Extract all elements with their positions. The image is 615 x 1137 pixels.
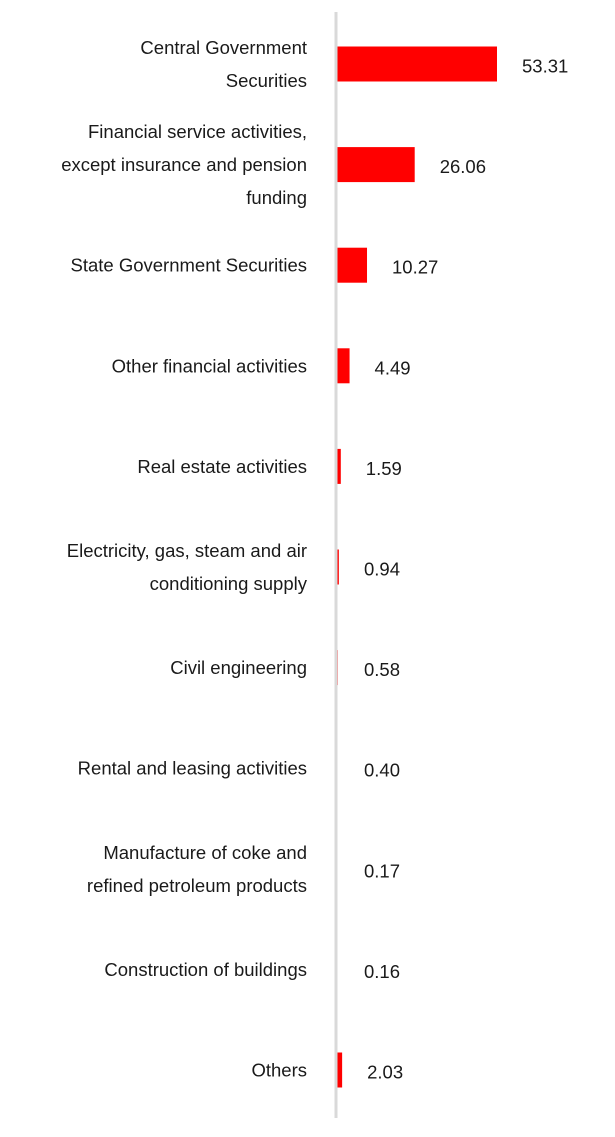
category-label-line: Rental and leasing activities — [78, 758, 307, 779]
value-label-1: 53.31 — [522, 56, 568, 77]
category-label-line: refined petroleum products — [87, 875, 307, 896]
value-label-11: 2.03 — [367, 1062, 403, 1083]
value-labels: 53.31 26.06 10.27 4.49 1.59 0.94 0.58 0.40 0.17 0… — [364, 56, 568, 1083]
value-label-6: 0.94 — [364, 559, 400, 580]
category-label-line: Manufacture of coke and — [103, 842, 307, 863]
category-label-line: funding — [246, 187, 307, 208]
category-label-9: Manufacture of coke and refined petroleum… — [87, 842, 307, 896]
category-label-line: Other financial activities — [112, 355, 307, 376]
value-label-7: 0.58 — [364, 659, 400, 680]
category-label-7: Civil engineering — [170, 657, 307, 678]
category-label-line: Electricity, gas, steam and air — [67, 540, 307, 561]
bar-1 — [336, 46, 497, 82]
category-label-3: State Government Securities — [71, 255, 308, 276]
category-label-6: Electricity, gas, steam and air condition… — [67, 540, 308, 594]
category-label-line: except insurance and pension — [61, 154, 307, 175]
bars-group — [336, 46, 497, 1088]
category-label-11: Others — [251, 1060, 307, 1081]
value-label-4: 4.49 — [375, 357, 411, 378]
category-label-line: Construction of buildings — [104, 959, 307, 980]
value-label-3: 10.27 — [392, 257, 438, 278]
bar-2 — [336, 147, 415, 183]
category-label-line: Civil engineering — [170, 657, 307, 678]
category-labels: Central Government Securities Financial se… — [61, 37, 308, 1081]
category-label-line: State Government Securities — [71, 255, 308, 276]
category-label-line: Real estate activities — [137, 456, 307, 477]
value-label-9: 0.17 — [364, 860, 400, 881]
value-label-10: 0.16 — [364, 961, 400, 982]
category-label-line: Financial service activities, — [88, 121, 307, 142]
category-label-5: Real estate activities — [137, 456, 307, 477]
category-label-10: Construction of buildings — [104, 959, 307, 980]
bar-5 — [336, 448, 341, 484]
category-label-4: Other financial activities — [112, 355, 307, 376]
value-label-5: 1.59 — [366, 458, 402, 479]
category-label-8: Rental and leasing activities — [78, 758, 307, 779]
category-label-line: Securities — [226, 70, 307, 91]
category-label-line: Central Government — [140, 37, 307, 58]
bar-4 — [336, 348, 350, 384]
bar-11 — [336, 1052, 343, 1088]
category-label-line: conditioning supply — [150, 573, 308, 594]
value-label-2: 26.06 — [440, 156, 486, 177]
category-label-1: Central Government Securities — [140, 37, 307, 91]
category-label-2: Financial service activities, except insu… — [61, 121, 307, 208]
value-label-8: 0.40 — [364, 760, 400, 781]
bar-3 — [336, 247, 368, 283]
category-label-line: Others — [251, 1060, 307, 1081]
